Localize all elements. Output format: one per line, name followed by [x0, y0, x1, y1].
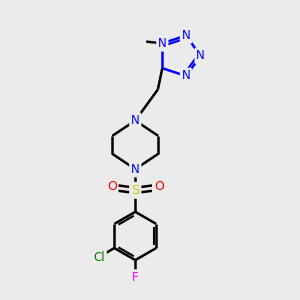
- Text: F: F: [132, 271, 139, 284]
- Text: N: N: [131, 163, 140, 176]
- Text: O: O: [154, 180, 164, 193]
- Text: O: O: [107, 180, 117, 193]
- Text: N: N: [182, 69, 190, 82]
- Text: S: S: [131, 184, 140, 197]
- Text: N: N: [196, 49, 205, 62]
- Text: N: N: [158, 37, 167, 50]
- Text: N: N: [182, 29, 190, 42]
- Text: N: N: [131, 114, 140, 127]
- Text: Cl: Cl: [94, 251, 105, 264]
